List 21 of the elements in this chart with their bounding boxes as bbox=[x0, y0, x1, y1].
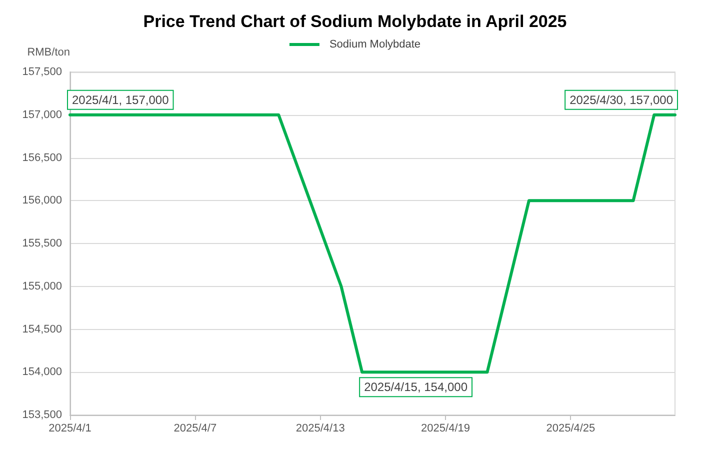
y-tick-label: 155,500 bbox=[22, 238, 62, 250]
annotation: 2025/4/1, 157,000 bbox=[72, 92, 170, 107]
x-tick-label: 2025/4/13 bbox=[296, 422, 345, 434]
y-tick-label: 157,000 bbox=[22, 108, 62, 121]
y-tick-label: 154,500 bbox=[22, 323, 62, 336]
x-tick-label: 2025/4/25 bbox=[546, 422, 596, 434]
x-tick-label: 2025/4/7 bbox=[174, 422, 217, 434]
x-tick-label: 2025/4/1 bbox=[48, 422, 92, 434]
line-series bbox=[68, 113, 676, 374]
y-tick-label: 155,000 bbox=[22, 280, 62, 292]
y-axis-title: RMB/ton bbox=[27, 46, 70, 58]
y-tick-label: 156,000 bbox=[22, 194, 62, 207]
y-tick-label: 156,500 bbox=[22, 152, 62, 164]
x-tick-label: 2025/4/19 bbox=[421, 422, 470, 434]
annotation: 2025/4/30, 157,000 bbox=[570, 92, 674, 107]
y-tick-label: 154,000 bbox=[22, 366, 62, 378]
y-tick-label: 157,500 bbox=[22, 66, 62, 78]
annotation: 2025/4/15, 154,000 bbox=[364, 380, 468, 394]
y-tick-label: 153,500 bbox=[22, 409, 62, 421]
chart-title: Price Trend Chart of Sodium Molybdate in April 2025 bbox=[143, 12, 567, 31]
legend-label: Sodium Molybdate bbox=[329, 38, 421, 50]
